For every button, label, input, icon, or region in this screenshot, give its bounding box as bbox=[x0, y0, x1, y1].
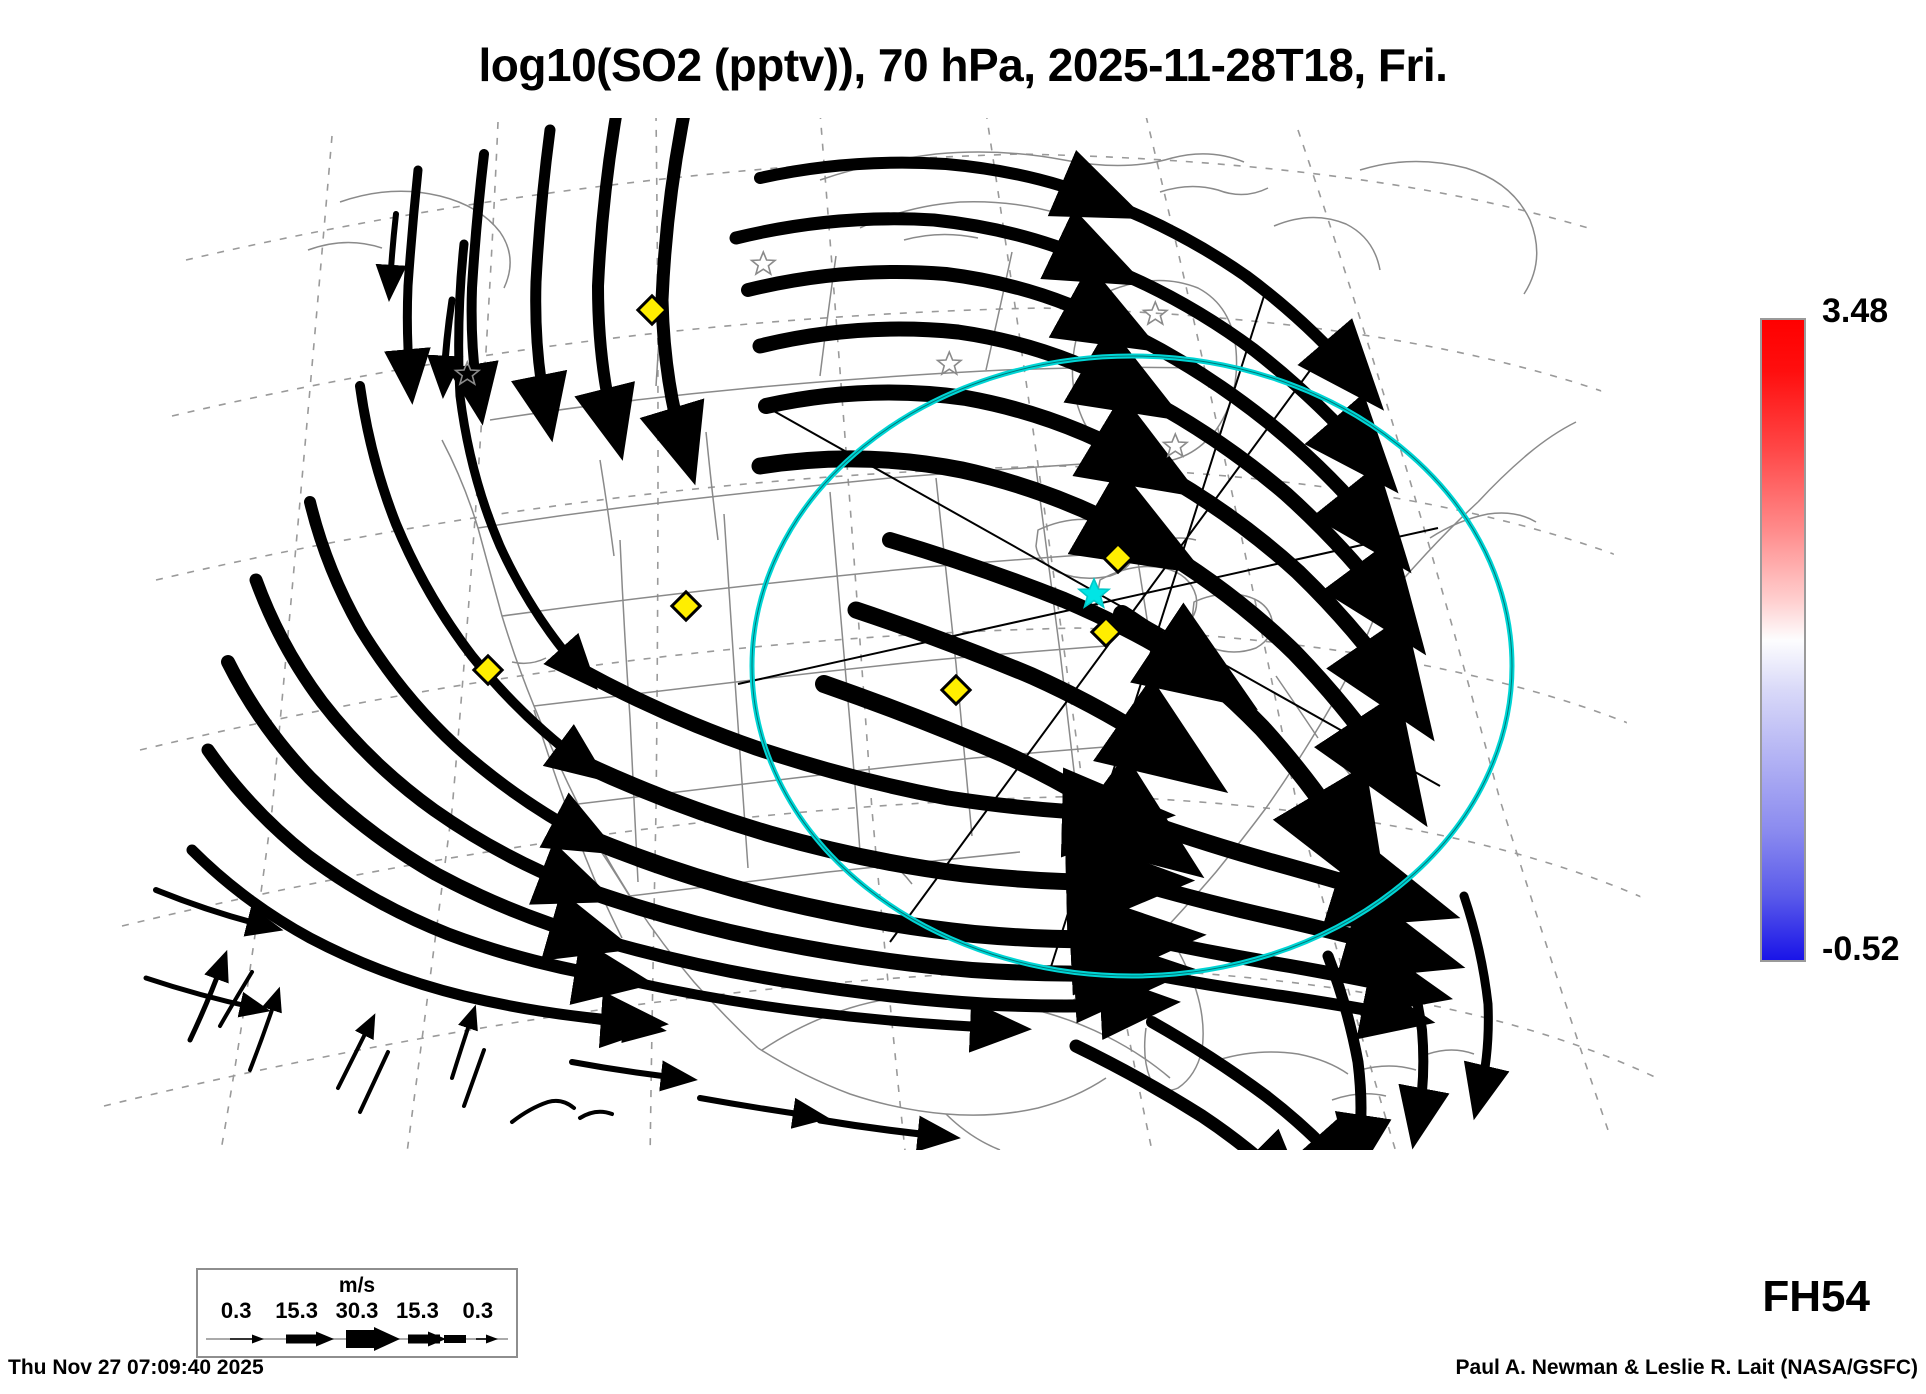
map-panel[interactable] bbox=[60, 110, 1700, 1250]
station-marker[interactable] bbox=[1101, 541, 1135, 575]
station-marker[interactable] bbox=[471, 653, 505, 687]
colorbar-max-label: 3.48 bbox=[1822, 292, 1889, 330]
wind-legend-unit-label: m/s bbox=[338, 1274, 376, 1297]
secondary-site-icons bbox=[453, 249, 1190, 458]
station-marker[interactable] bbox=[939, 673, 973, 707]
station-marker[interactable] bbox=[635, 293, 669, 327]
station-marker[interactable] bbox=[669, 589, 703, 623]
generation-timestamp: Thu Nov 27 07:09:40 2025 bbox=[8, 1356, 264, 1379]
wind-legend-value-1: 15.3 bbox=[275, 1298, 319, 1323]
colorbar-gradient bbox=[1760, 318, 1806, 962]
station-markers[interactable] bbox=[471, 293, 1135, 707]
page-title: log10(SO2 (pptv)), 70 hPa, 2025-11-28T18… bbox=[478, 39, 1448, 91]
map-canvas[interactable] bbox=[60, 110, 1700, 1250]
wind-legend-value-3: 15.3 bbox=[396, 1298, 439, 1323]
station-marker[interactable] bbox=[1089, 615, 1123, 649]
wind-legend-value-0: 0.3 bbox=[220, 1298, 252, 1323]
wind-legend-value-2: 30.3 bbox=[335, 1298, 379, 1323]
colorbar: 3.48 -0.52 bbox=[1760, 292, 1920, 968]
wind-legend-values: 0.3 15.3 30.3 15.3 0.3 bbox=[206, 1298, 508, 1324]
colorbar-min-label: -0.52 bbox=[1822, 930, 1900, 968]
wind-speed-legend: m/s 0.3 15.3 30.3 15.3 0.3 bbox=[196, 1268, 518, 1358]
range-ring bbox=[749, 353, 1515, 979]
wind-legend-value-4: 0.3 bbox=[462, 1298, 494, 1323]
forecast-hour-label: FH54 bbox=[1762, 1272, 1870, 1321]
center-star-icon[interactable] bbox=[1076, 577, 1112, 609]
wind-streamlines bbox=[143, 118, 1510, 1150]
wind-legend-arrow-scale bbox=[206, 1327, 508, 1351]
author-credit: Paul A. Newman & Leslie R. Lait (NASA/GS… bbox=[1455, 1356, 1918, 1379]
